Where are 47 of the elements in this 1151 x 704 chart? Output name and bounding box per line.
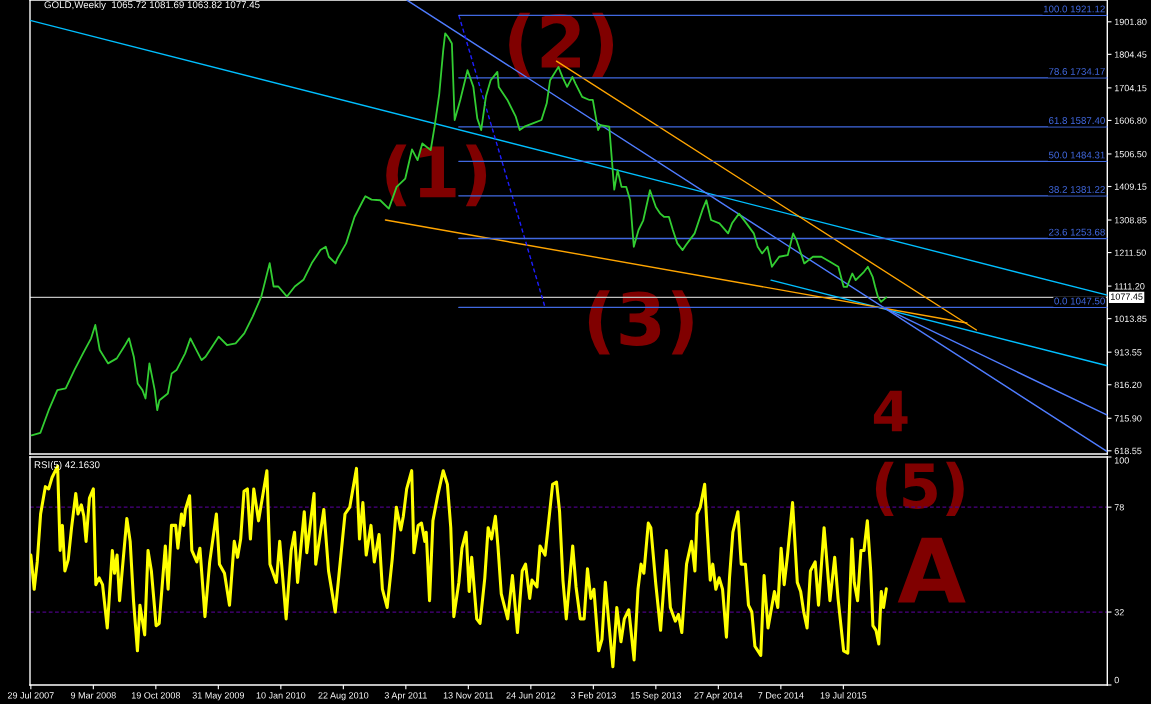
annotation: (3) [588,290,693,355]
y-tick-label: 1409.15 [1114,183,1147,190]
y-tick-label: 78 [1114,504,1124,511]
series-label: 0.0 1047.50 [1054,297,1105,305]
y-tick-label: 1606.80 [1114,117,1147,124]
y-tick-label: 1901.80 [1114,18,1147,26]
y-tick-label: 32 [1114,609,1124,616]
annotation: (5) [875,461,964,517]
annotation: (2) [509,12,614,78]
series-label: 78.6 1734.17 [1049,68,1105,75]
chart-title: GOLD,Weekly 1065.72 1081.69 1063.82 1077.45 [44,1,260,11]
annotation: A [897,537,966,603]
x-tick-label: 7 Dec 2014 [758,692,804,699]
y-tick-label: 1211.50 [1114,249,1146,256]
x-tick-label: 10 Jan 2010 [256,692,306,699]
x-tick-label: 27 Apr 2014 [694,692,743,701]
y-tick-label: 0 [1114,676,1119,684]
series-label: 100.0 1921.12 [1043,5,1105,13]
y-tick-label: 1804.45 [1114,51,1147,58]
x-tick-label: 31 May 2009 [192,692,245,701]
annotation: 4 [873,390,908,432]
y-tick-label: 1111.20 [1114,283,1145,290]
y-tick-label: 1013.85 [1114,315,1147,323]
x-tick-label: 13 Nov 2011 [443,692,494,699]
x-tick-label: 3 Apr 2011 [384,692,427,701]
series-label: 38.2 1381.22 [1048,186,1105,193]
ref-line-label: 1077.45 [1110,293,1143,300]
y-tick-label: 100 [1114,457,1129,464]
x-tick-label: 9 Mar 2008 [70,692,116,699]
x-tick-label: 29 Jul 2007 [7,691,54,699]
y-tick-label: 715.90 [1114,415,1142,422]
x-tick-label: 3 Feb 2013 [570,691,616,699]
series-label: 23.6 1253.68 [1049,228,1105,236]
series-label: 61.8 1587.40 [1049,117,1105,124]
x-tick-label: 22 Aug 2010 [318,692,369,701]
x-tick-label: 19 Jul 2015 [820,691,867,699]
y-tick-label: 913.55 [1114,349,1142,356]
chart-title: RSI(5) 42.1630 [34,461,100,471]
series-label: 50.0 1484.31 [1048,151,1105,159]
y-tick-label: 1308.85 [1114,217,1147,224]
y-tick-label: 816.20 [1114,381,1142,389]
x-tick-label: 19 Oct 2008 [131,692,181,699]
y-tick-label: 1506.50 [1114,150,1147,158]
y-tick-label: 618.55 [1114,447,1142,455]
y-tick-label: 1704.15 [1114,84,1147,92]
x-tick-label: 24 Jun 2012 [506,692,556,699]
x-tick-label: 15 Sep 2013 [630,692,682,701]
